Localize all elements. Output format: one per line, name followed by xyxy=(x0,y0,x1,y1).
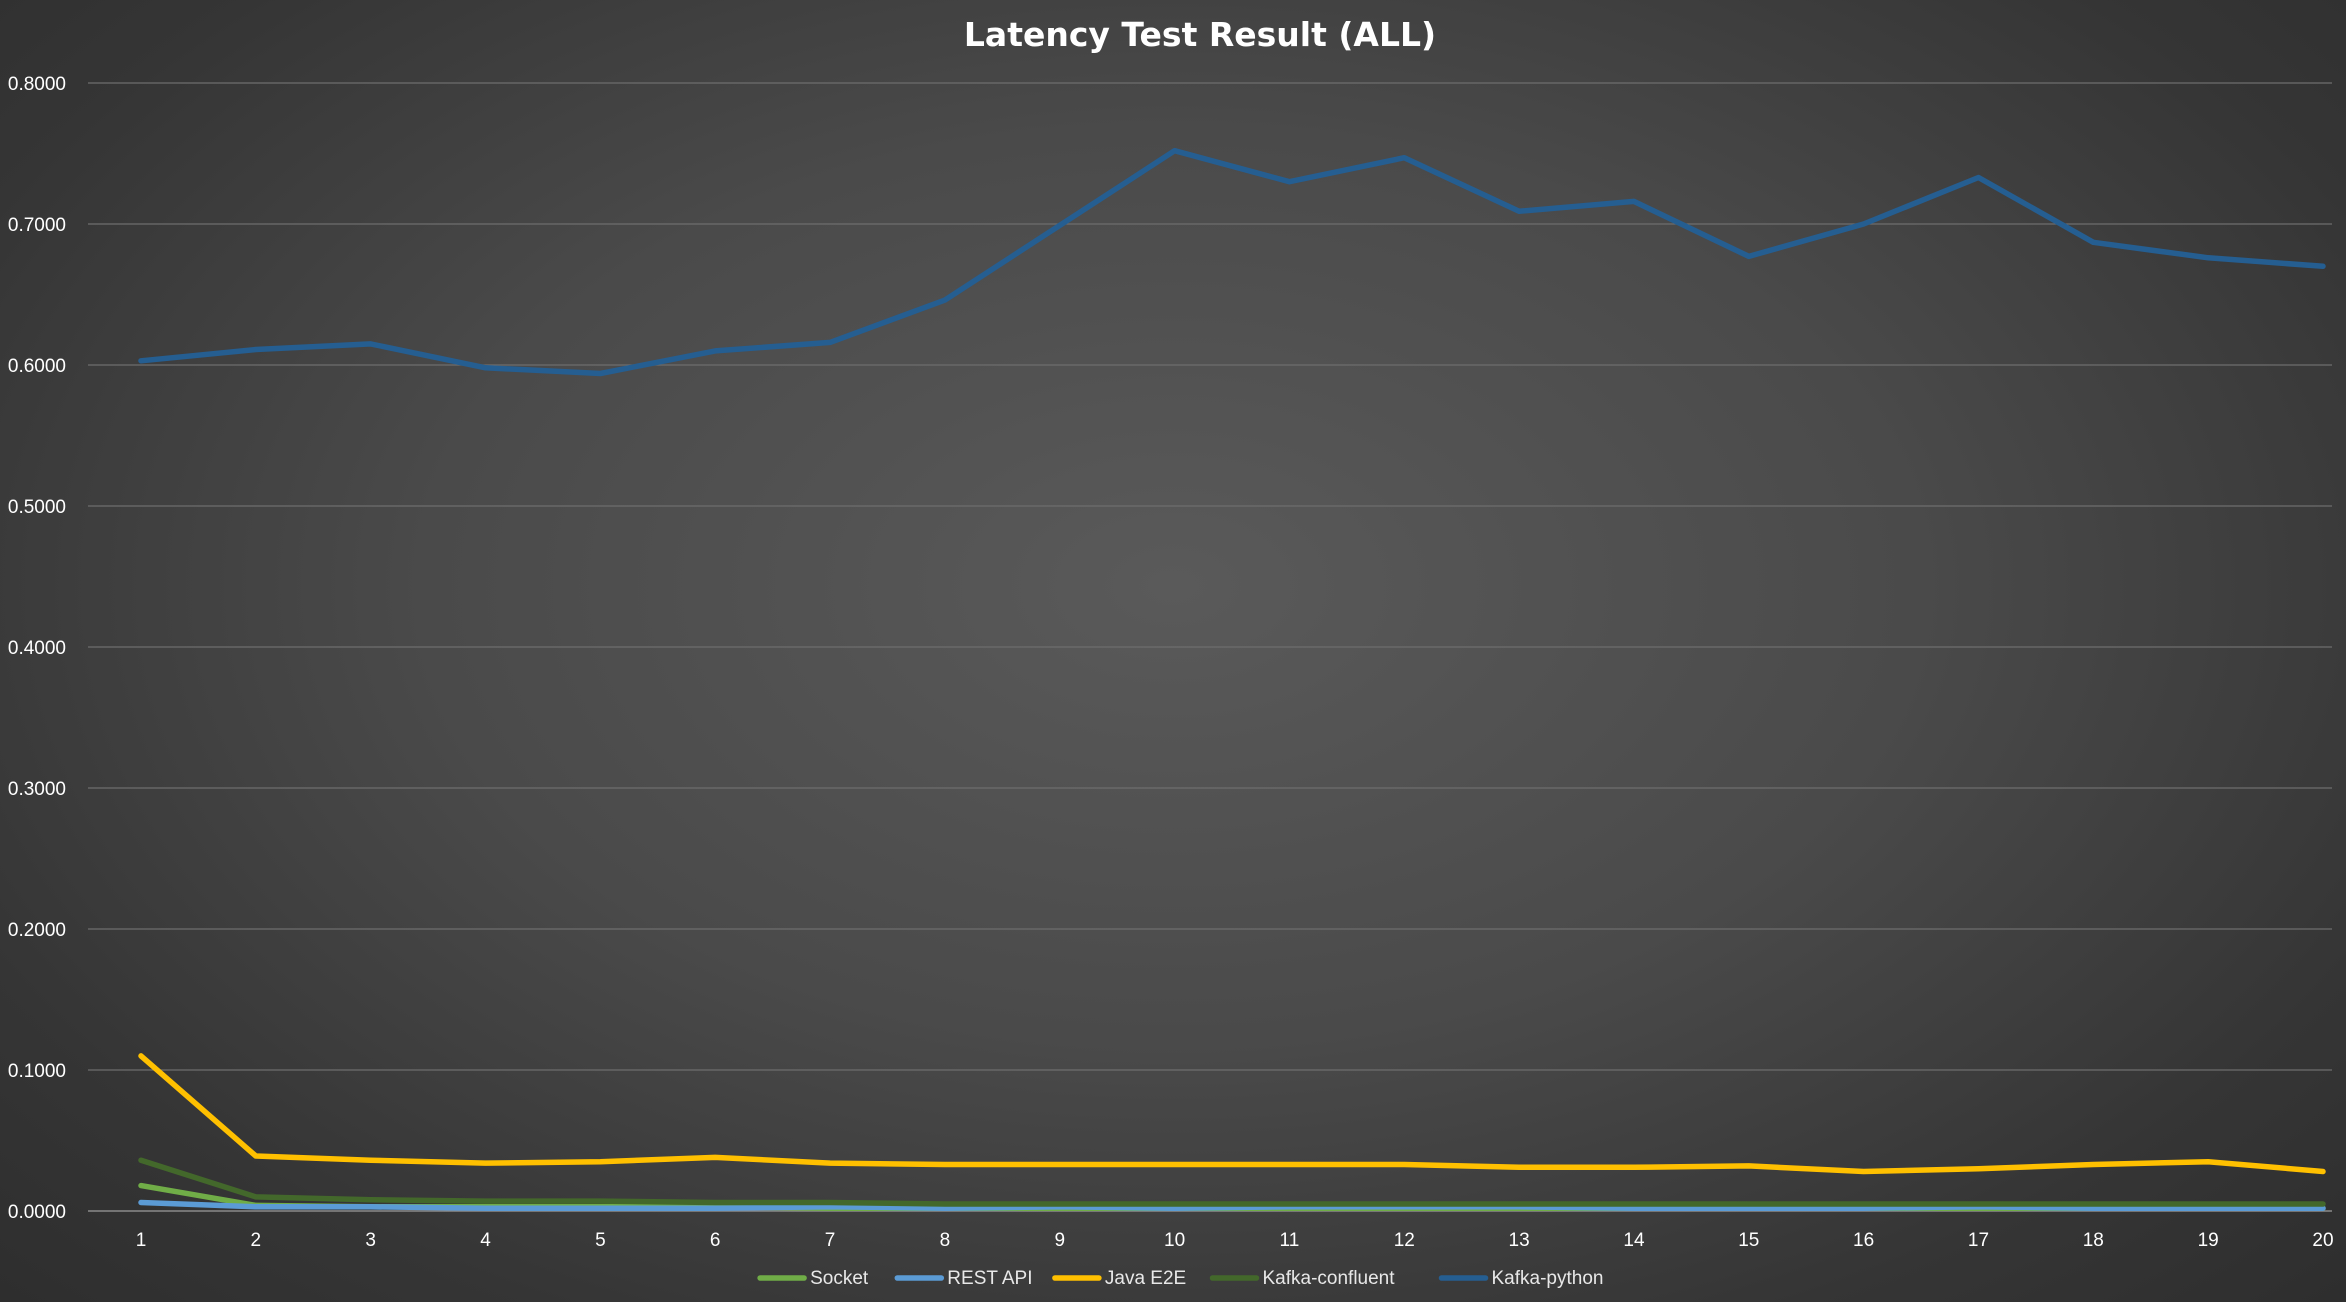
series-line-java-e2e xyxy=(138,1053,2326,1175)
y-tick-label: 0.6000 xyxy=(8,356,66,377)
legend-label: Kafka-python xyxy=(1492,1268,1604,1289)
y-tick-label: 0.5000 xyxy=(8,497,66,518)
x-tick-label: 2 xyxy=(251,1230,262,1251)
series-line-kafka-python xyxy=(138,147,2326,377)
legend-label: Kafka-confluent xyxy=(1263,1268,1396,1289)
x-tick-label: 12 xyxy=(1394,1230,1415,1251)
x-tick-label: 6 xyxy=(710,1230,721,1251)
legend-label: REST API xyxy=(947,1268,1032,1289)
x-tick-label: 16 xyxy=(1853,1230,1874,1251)
y-tick-label: 0.7000 xyxy=(8,215,66,236)
gridlines xyxy=(88,82,2332,1212)
x-tick-label: 14 xyxy=(1623,1230,1645,1251)
y-tick-label: 0.4000 xyxy=(8,638,66,659)
y-tick-label: 0.0000 xyxy=(8,1202,66,1223)
x-tick-label: 17 xyxy=(1968,1230,1989,1251)
y-tick-label: 0.3000 xyxy=(8,779,66,800)
x-tick-label: 4 xyxy=(480,1230,491,1251)
x-tick-label: 7 xyxy=(825,1230,836,1251)
legend: Socket REST API Java E2E Kafka-confluent Kaf… xyxy=(757,1268,1604,1289)
x-axis-ticks: 1 2 3 4 5 6 7 8 9 10 11 12 13 14 15 16 17 18 19 20 xyxy=(136,1230,2334,1251)
x-tick-label: 15 xyxy=(1738,1230,1759,1251)
y-tick-label: 0.8000 xyxy=(8,74,66,95)
x-tick-label: 13 xyxy=(1509,1230,1530,1251)
x-tick-label: 8 xyxy=(940,1230,951,1251)
x-tick-label: 3 xyxy=(365,1230,376,1251)
x-tick-label: 18 xyxy=(2083,1230,2104,1251)
y-axis-ticks: 0.0000 0.1000 0.2000 0.3000 0.4000 0.5000 0.60… xyxy=(8,74,66,1223)
chart-title: Latency Test Result (ALL) xyxy=(964,15,1436,54)
x-tick-label: 1 xyxy=(136,1230,147,1251)
y-tick-label: 0.1000 xyxy=(8,1061,66,1082)
y-tick-label: 0.2000 xyxy=(8,920,66,941)
x-tick-label: 10 xyxy=(1164,1230,1185,1251)
legend-label: Java E2E xyxy=(1105,1268,1186,1289)
series-lines xyxy=(138,147,2326,1211)
x-tick-label: 11 xyxy=(1280,1230,1300,1251)
x-tick-label: 19 xyxy=(2198,1230,2219,1251)
series-line-rest-api xyxy=(138,1199,2326,1211)
legend-label: Socket xyxy=(810,1268,869,1289)
series-line-kafka-confluent xyxy=(138,1157,2326,1207)
x-tick-label: 9 xyxy=(1054,1230,1065,1251)
x-tick-label: 5 xyxy=(595,1230,606,1251)
x-tick-label: 20 xyxy=(2312,1230,2333,1251)
